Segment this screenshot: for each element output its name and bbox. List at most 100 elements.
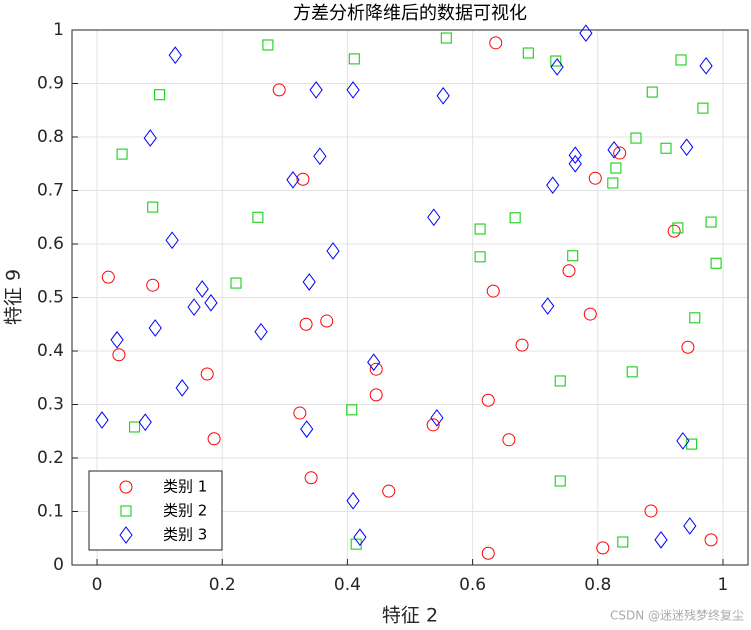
marker-circle xyxy=(369,388,383,402)
marker-circle xyxy=(382,484,396,498)
marker-diamond xyxy=(309,81,323,99)
marker-diamond xyxy=(148,319,162,337)
marker-diamond xyxy=(346,81,360,99)
marker-diamond xyxy=(607,141,621,159)
marker-diamond xyxy=(367,353,381,372)
marker-square xyxy=(607,177,619,189)
plot-frame xyxy=(71,29,749,566)
marker-circle xyxy=(489,36,503,50)
marker-diamond xyxy=(699,57,713,75)
marker-circle xyxy=(119,480,133,494)
marker-diamond xyxy=(143,129,157,147)
marker-circle xyxy=(515,338,529,352)
marker-diamond xyxy=(568,154,582,173)
marker-square xyxy=(626,366,638,378)
marker-diamond xyxy=(427,208,441,227)
marker-circle xyxy=(596,541,610,555)
legend-label: 类别 2 xyxy=(163,502,207,520)
marker-diamond xyxy=(302,273,316,291)
marker-diamond xyxy=(680,138,694,156)
marker-circle xyxy=(481,393,495,407)
marker-square xyxy=(474,251,486,263)
marker-circle xyxy=(296,172,310,186)
marker-square xyxy=(120,505,132,517)
y-tick-label: 0.1 xyxy=(37,502,64,522)
marker-diamond xyxy=(346,491,360,510)
marker-diamond xyxy=(95,411,109,429)
marker-circle xyxy=(502,433,516,447)
y-tick-label: 0.4 xyxy=(37,341,64,361)
marker-diamond xyxy=(683,517,697,535)
marker-square xyxy=(660,142,672,154)
marker-circle xyxy=(146,278,160,292)
marker-square xyxy=(348,53,360,65)
y-tick-label: 0.7 xyxy=(37,181,64,201)
marker-square xyxy=(697,102,709,114)
marker-circle xyxy=(320,314,334,328)
marker-square xyxy=(262,39,274,51)
x-tick-label: 0.4 xyxy=(334,575,361,595)
marker-diamond xyxy=(353,528,367,547)
marker-diamond xyxy=(300,420,314,438)
marker-diamond xyxy=(654,531,668,549)
marker-diamond xyxy=(541,297,555,315)
y-tick-label: 1 xyxy=(53,20,64,40)
marker-diamond xyxy=(436,86,450,105)
y-tick-label: 0.5 xyxy=(37,288,64,308)
marker-square xyxy=(617,536,629,548)
marker-circle xyxy=(369,362,383,376)
marker-circle xyxy=(101,270,115,284)
marker-diamond xyxy=(326,242,340,260)
marker-square xyxy=(440,32,452,44)
marker-square xyxy=(646,86,658,98)
marker-diamond xyxy=(138,413,152,431)
watermark: CSDN @迷迷残梦终复尘 xyxy=(610,608,744,623)
marker-diamond xyxy=(568,146,582,165)
y-tick-label: 0.6 xyxy=(37,234,64,254)
marker-diamond xyxy=(313,147,327,166)
marker-diamond xyxy=(119,526,133,544)
marker-diamond xyxy=(550,58,564,76)
marker-circle xyxy=(562,264,576,278)
legend-label: 类别 3 xyxy=(163,526,207,544)
marker-square xyxy=(522,47,534,59)
marker-circle xyxy=(681,340,695,354)
marker-diamond xyxy=(110,330,124,349)
legend-label: 类别 1 xyxy=(163,478,207,496)
marker-square xyxy=(129,421,141,433)
y-tick-label: 0.2 xyxy=(37,448,64,468)
y-tick-label: 0 xyxy=(53,555,64,575)
marker-diamond xyxy=(546,176,560,194)
marker-diamond xyxy=(286,170,300,189)
marker-circle xyxy=(272,83,286,97)
marker-diamond xyxy=(254,322,268,341)
marker-square xyxy=(474,223,486,235)
marker-square xyxy=(675,54,687,66)
marker-circle xyxy=(667,224,681,238)
marker-diamond xyxy=(195,280,209,298)
marker-circle xyxy=(293,406,307,420)
x-tick-label: 0 xyxy=(92,575,103,595)
marker-square xyxy=(630,132,642,144)
marker-square xyxy=(550,55,562,67)
marker-circle xyxy=(304,471,318,485)
x-tick-label: 1 xyxy=(718,575,729,595)
marker-circle xyxy=(486,284,500,298)
legend-box xyxy=(88,470,223,551)
marker-circle xyxy=(704,533,718,547)
marker-square xyxy=(116,148,128,160)
marker-square xyxy=(567,250,579,262)
marker-diamond xyxy=(187,298,201,316)
chart-title: 方差分析降维后的数据可视化 xyxy=(293,3,527,24)
marker-square xyxy=(346,404,358,416)
marker-square xyxy=(230,277,242,289)
marker-square xyxy=(672,222,684,234)
y-axis-label: 特征 9 xyxy=(3,269,25,325)
marker-circle xyxy=(426,418,440,432)
marker-diamond xyxy=(430,409,444,427)
x-tick-label: 0.8 xyxy=(584,575,611,595)
marker-diamond xyxy=(204,294,218,312)
marker-square xyxy=(554,475,566,487)
marker-diamond xyxy=(165,231,179,250)
